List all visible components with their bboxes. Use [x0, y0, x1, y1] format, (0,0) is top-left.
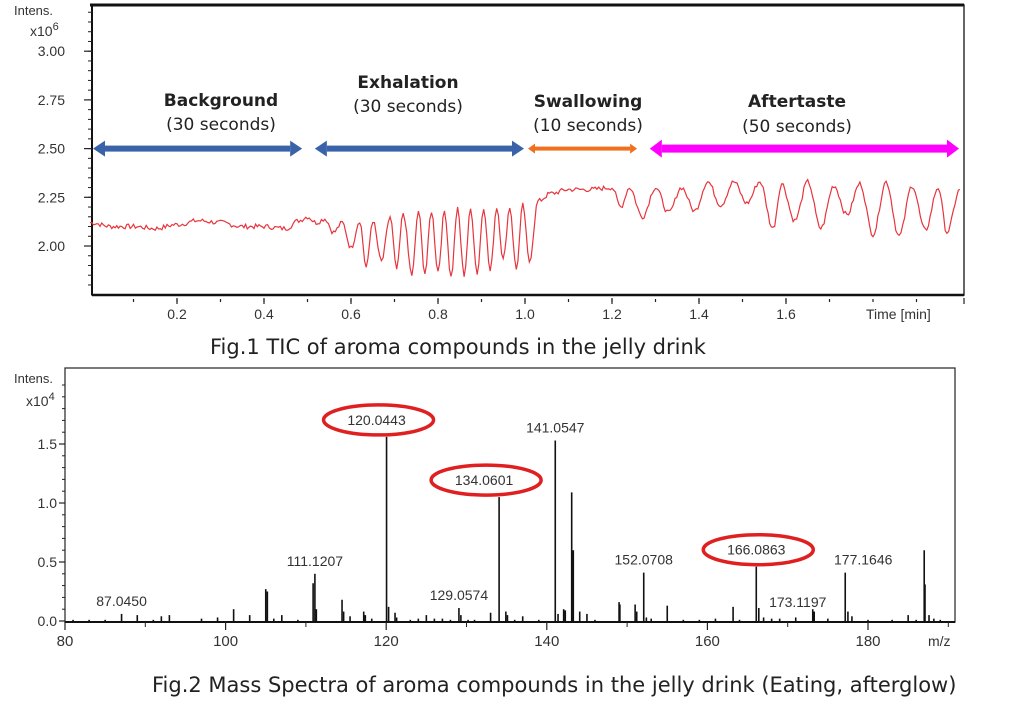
phase-arrow-left-head — [314, 140, 327, 157]
highlight-ellipse — [321, 403, 436, 437]
ms-peak-label: 120.0443 — [347, 412, 406, 428]
ms-x-tick-label: 120 — [374, 633, 399, 650]
mass-spectrum-chart: 0.0 0.5 1.0 1.5 80 100 120 140 160 180 Intens. x… — [14, 367, 956, 650]
tic-x-tick-label: 0.6 — [341, 306, 361, 322]
phase-arrow-left-head — [528, 143, 535, 154]
highlight-ellipse — [429, 463, 543, 497]
tic-x-tick-label: 0.2 — [167, 306, 187, 322]
tic-x-tick-label: 1.0 — [515, 306, 535, 322]
ms-peak-label: 166.0863 — [727, 542, 786, 558]
ms-peak-label: 173.1197 — [769, 594, 827, 610]
ms-y-ticks: 0.0 0.5 1.0 1.5 — [38, 384, 65, 629]
tic-y-axis-multiplier: x106 — [30, 21, 59, 39]
ms-x-tick-label: 80 — [57, 633, 74, 650]
tic-y-axis-label: Intens. — [14, 3, 53, 18]
ms-y-tick-label: 0.5 — [38, 554, 58, 570]
ms-peak-label: 129.0574 — [430, 587, 489, 603]
ms-x-tick-label: 100 — [213, 633, 238, 650]
ms-y-tick-label: 1.5 — [38, 436, 58, 452]
phase-arrow-shaft — [105, 145, 291, 152]
tic-x-tick-label: 1.6 — [776, 306, 796, 322]
phase-duration: (30 seconds) — [166, 115, 276, 135]
ms-x-tick-label: 180 — [855, 633, 880, 650]
phase-arrow-shaft — [535, 146, 631, 151]
tic-chart: 3.00 2.75 2.50 2.25 2.00 0.2 0.4 0.6 0.8 1.0 1.2 1… — [14, 3, 965, 322]
phase-arrow-right-head — [290, 140, 303, 157]
phase-arrow-right-head — [947, 139, 959, 158]
fig1-caption: Fig.1 TIC of aroma compounds in the jell… — [210, 335, 707, 359]
ms-peaks — [72, 436, 942, 622]
highlight-ellipse — [701, 532, 816, 567]
tic-x-tick-label: 0.8 — [428, 306, 448, 322]
phase-arrow-right-head — [512, 140, 524, 157]
ms-x-tick-label: 160 — [695, 633, 720, 650]
fig2-caption: Fig.2 Mass Spectra of aroma compounds in… — [152, 673, 956, 697]
tic-x-ticks: 0.2 0.4 0.6 0.8 1.0 1.2 1.4 1.6 — [132, 298, 965, 322]
tic-x-tick-label: 1.4 — [689, 306, 709, 322]
ms-peak-label: 177.1646 — [834, 552, 893, 568]
phase-arrow-left-head — [649, 139, 662, 158]
ms-peak-label: 111.1207 — [287, 553, 344, 569]
tic-x-tick-label: 0.4 — [254, 306, 274, 322]
ms-peak-labels: 87.0450 111.1207 120.0443 129.0574 134.0601 1… — [96, 403, 893, 610]
phase-arrow-shaft — [661, 144, 947, 153]
phase-duration: (30 seconds) — [353, 97, 463, 117]
ms-peak-label: 152.0708 — [615, 552, 674, 568]
ms-y-tick-label: 0.0 — [38, 613, 58, 629]
phase-arrow-shaft — [326, 145, 512, 152]
tic-y-tick-label: 2.75 — [38, 92, 65, 108]
tic-x-tick-label: 1.2 — [602, 306, 622, 322]
tic-series-line — [89, 178, 961, 277]
phase-arrow-right-head — [630, 143, 638, 154]
ms-peak-label: 141.0547 — [526, 419, 585, 435]
ms-x-ticks: 80 100 120 140 160 180 — [57, 622, 949, 650]
phase-duration: (10 seconds) — [533, 116, 643, 136]
tic-x-axis-label: Time [min] — [866, 306, 931, 322]
phase-label: Exhalation — [357, 73, 458, 93]
phase-label: Swallowing — [534, 92, 643, 112]
phase-arrow-left-head — [93, 140, 105, 157]
ms-y-axis-label: Intens. — [14, 371, 53, 386]
phase-label: Aftertaste — [748, 92, 846, 112]
tic-y-tick-label: 2.50 — [38, 141, 65, 157]
ms-x-tick-label: 140 — [534, 633, 559, 650]
tic-y-tick-label: 3.00 — [38, 43, 65, 59]
ms-y-axis-multiplier: x104 — [26, 391, 55, 409]
ms-x-axis-label: m/z — [928, 633, 951, 649]
tic-y-ticks: 3.00 2.75 2.50 2.25 2.00 — [38, 11, 92, 286]
tic-phase-arrows: Background (30 seconds) Exhalation (30 seco… — [93, 73, 959, 158]
tic-y-tick-label: 2.25 — [38, 189, 65, 205]
ms-peak-label: 134.0601 — [455, 472, 514, 488]
tic-y-tick-label: 2.00 — [38, 238, 65, 254]
phase-label: Background — [164, 91, 278, 111]
ms-peak-label: 87.0450 — [96, 593, 147, 609]
phase-duration: (50 seconds) — [742, 117, 852, 137]
ms-y-tick-label: 1.0 — [38, 495, 58, 511]
